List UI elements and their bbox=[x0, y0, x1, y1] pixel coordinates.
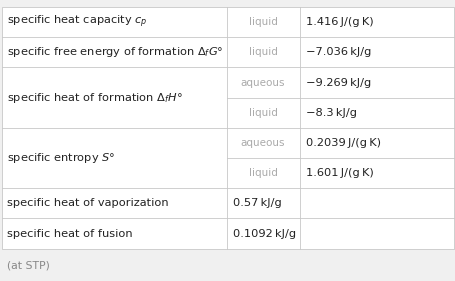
Bar bbox=[2, 7, 453, 249]
Text: liquid: liquid bbox=[248, 17, 277, 27]
Text: 0.2039 J/(g K): 0.2039 J/(g K) bbox=[306, 138, 380, 148]
Text: −8.3 kJ/g: −8.3 kJ/g bbox=[306, 108, 357, 118]
Text: specific entropy $S°$: specific entropy $S°$ bbox=[7, 151, 115, 165]
Text: 1.601 J/(g K): 1.601 J/(g K) bbox=[306, 168, 374, 178]
Text: aqueous: aqueous bbox=[240, 138, 285, 148]
Text: specific heat of fusion: specific heat of fusion bbox=[7, 228, 132, 239]
Text: liquid: liquid bbox=[248, 47, 277, 57]
Text: liquid: liquid bbox=[248, 168, 277, 178]
Text: liquid: liquid bbox=[248, 108, 277, 118]
Text: specific free energy of formation $\Delta_f G°$: specific free energy of formation $\Delt… bbox=[7, 45, 223, 59]
Text: −7.036 kJ/g: −7.036 kJ/g bbox=[306, 47, 371, 57]
Text: 1.416 J/(g K): 1.416 J/(g K) bbox=[306, 17, 373, 27]
Text: −9.269 kJ/g: −9.269 kJ/g bbox=[306, 78, 371, 88]
Text: 0.57 kJ/g: 0.57 kJ/g bbox=[233, 198, 282, 209]
Text: 0.1092 kJ/g: 0.1092 kJ/g bbox=[233, 228, 296, 239]
Text: specific heat capacity $c_p$: specific heat capacity $c_p$ bbox=[7, 14, 147, 30]
Text: specific heat of vaporization: specific heat of vaporization bbox=[7, 198, 168, 209]
Text: (at STP): (at STP) bbox=[7, 260, 50, 271]
Text: specific heat of formation $\Delta_f H°$: specific heat of formation $\Delta_f H°$ bbox=[7, 91, 182, 105]
Text: aqueous: aqueous bbox=[240, 78, 285, 88]
